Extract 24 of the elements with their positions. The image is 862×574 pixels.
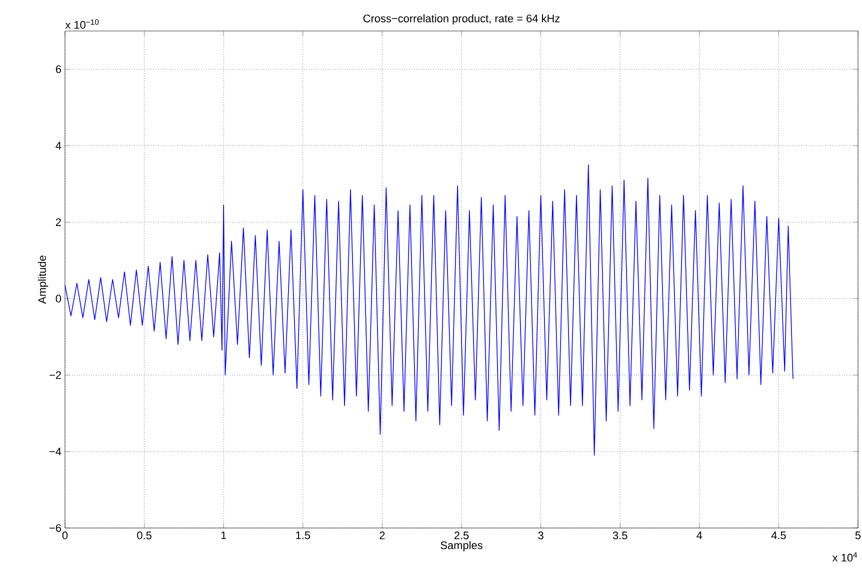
x-tick-label: 3.5 [612,532,628,540]
x-tick-label: 1 [221,532,226,540]
line-series [64,164,794,456]
x-tick-label: 5 [855,532,861,540]
x-tick-label: 4.5 [771,532,786,540]
x-tick-label: 0 [62,532,68,540]
y-tick-label: 6 [56,65,61,74]
y-tick-label: 0 [56,294,62,302]
y-tick-label: −4 [50,448,62,456]
x-tick-label: 2 [380,532,385,540]
y-axis-title: Amplitude [38,256,48,304]
x-axis-title: Samples [440,541,482,552]
x-tick-label: 2.5 [454,532,469,540]
x-tick-label: 0.5 [137,532,152,540]
y-tick-label: −6 [50,524,61,532]
text: x 10$^{4}$ [832,552,858,562]
y-tick-label: 2 [56,218,61,226]
x-tick-label: 1.5 [296,532,310,540]
chart-title: Cross−correlation product, rate = 64 kHz [363,14,560,24]
text: x 10$^{−10}$ [65,19,99,29]
x-tick-label: 4 [696,532,702,540]
y-tick-label: 4 [56,142,62,150]
y-tick-label: −2 [50,371,61,379]
x-tick-label: 3 [538,532,544,540]
